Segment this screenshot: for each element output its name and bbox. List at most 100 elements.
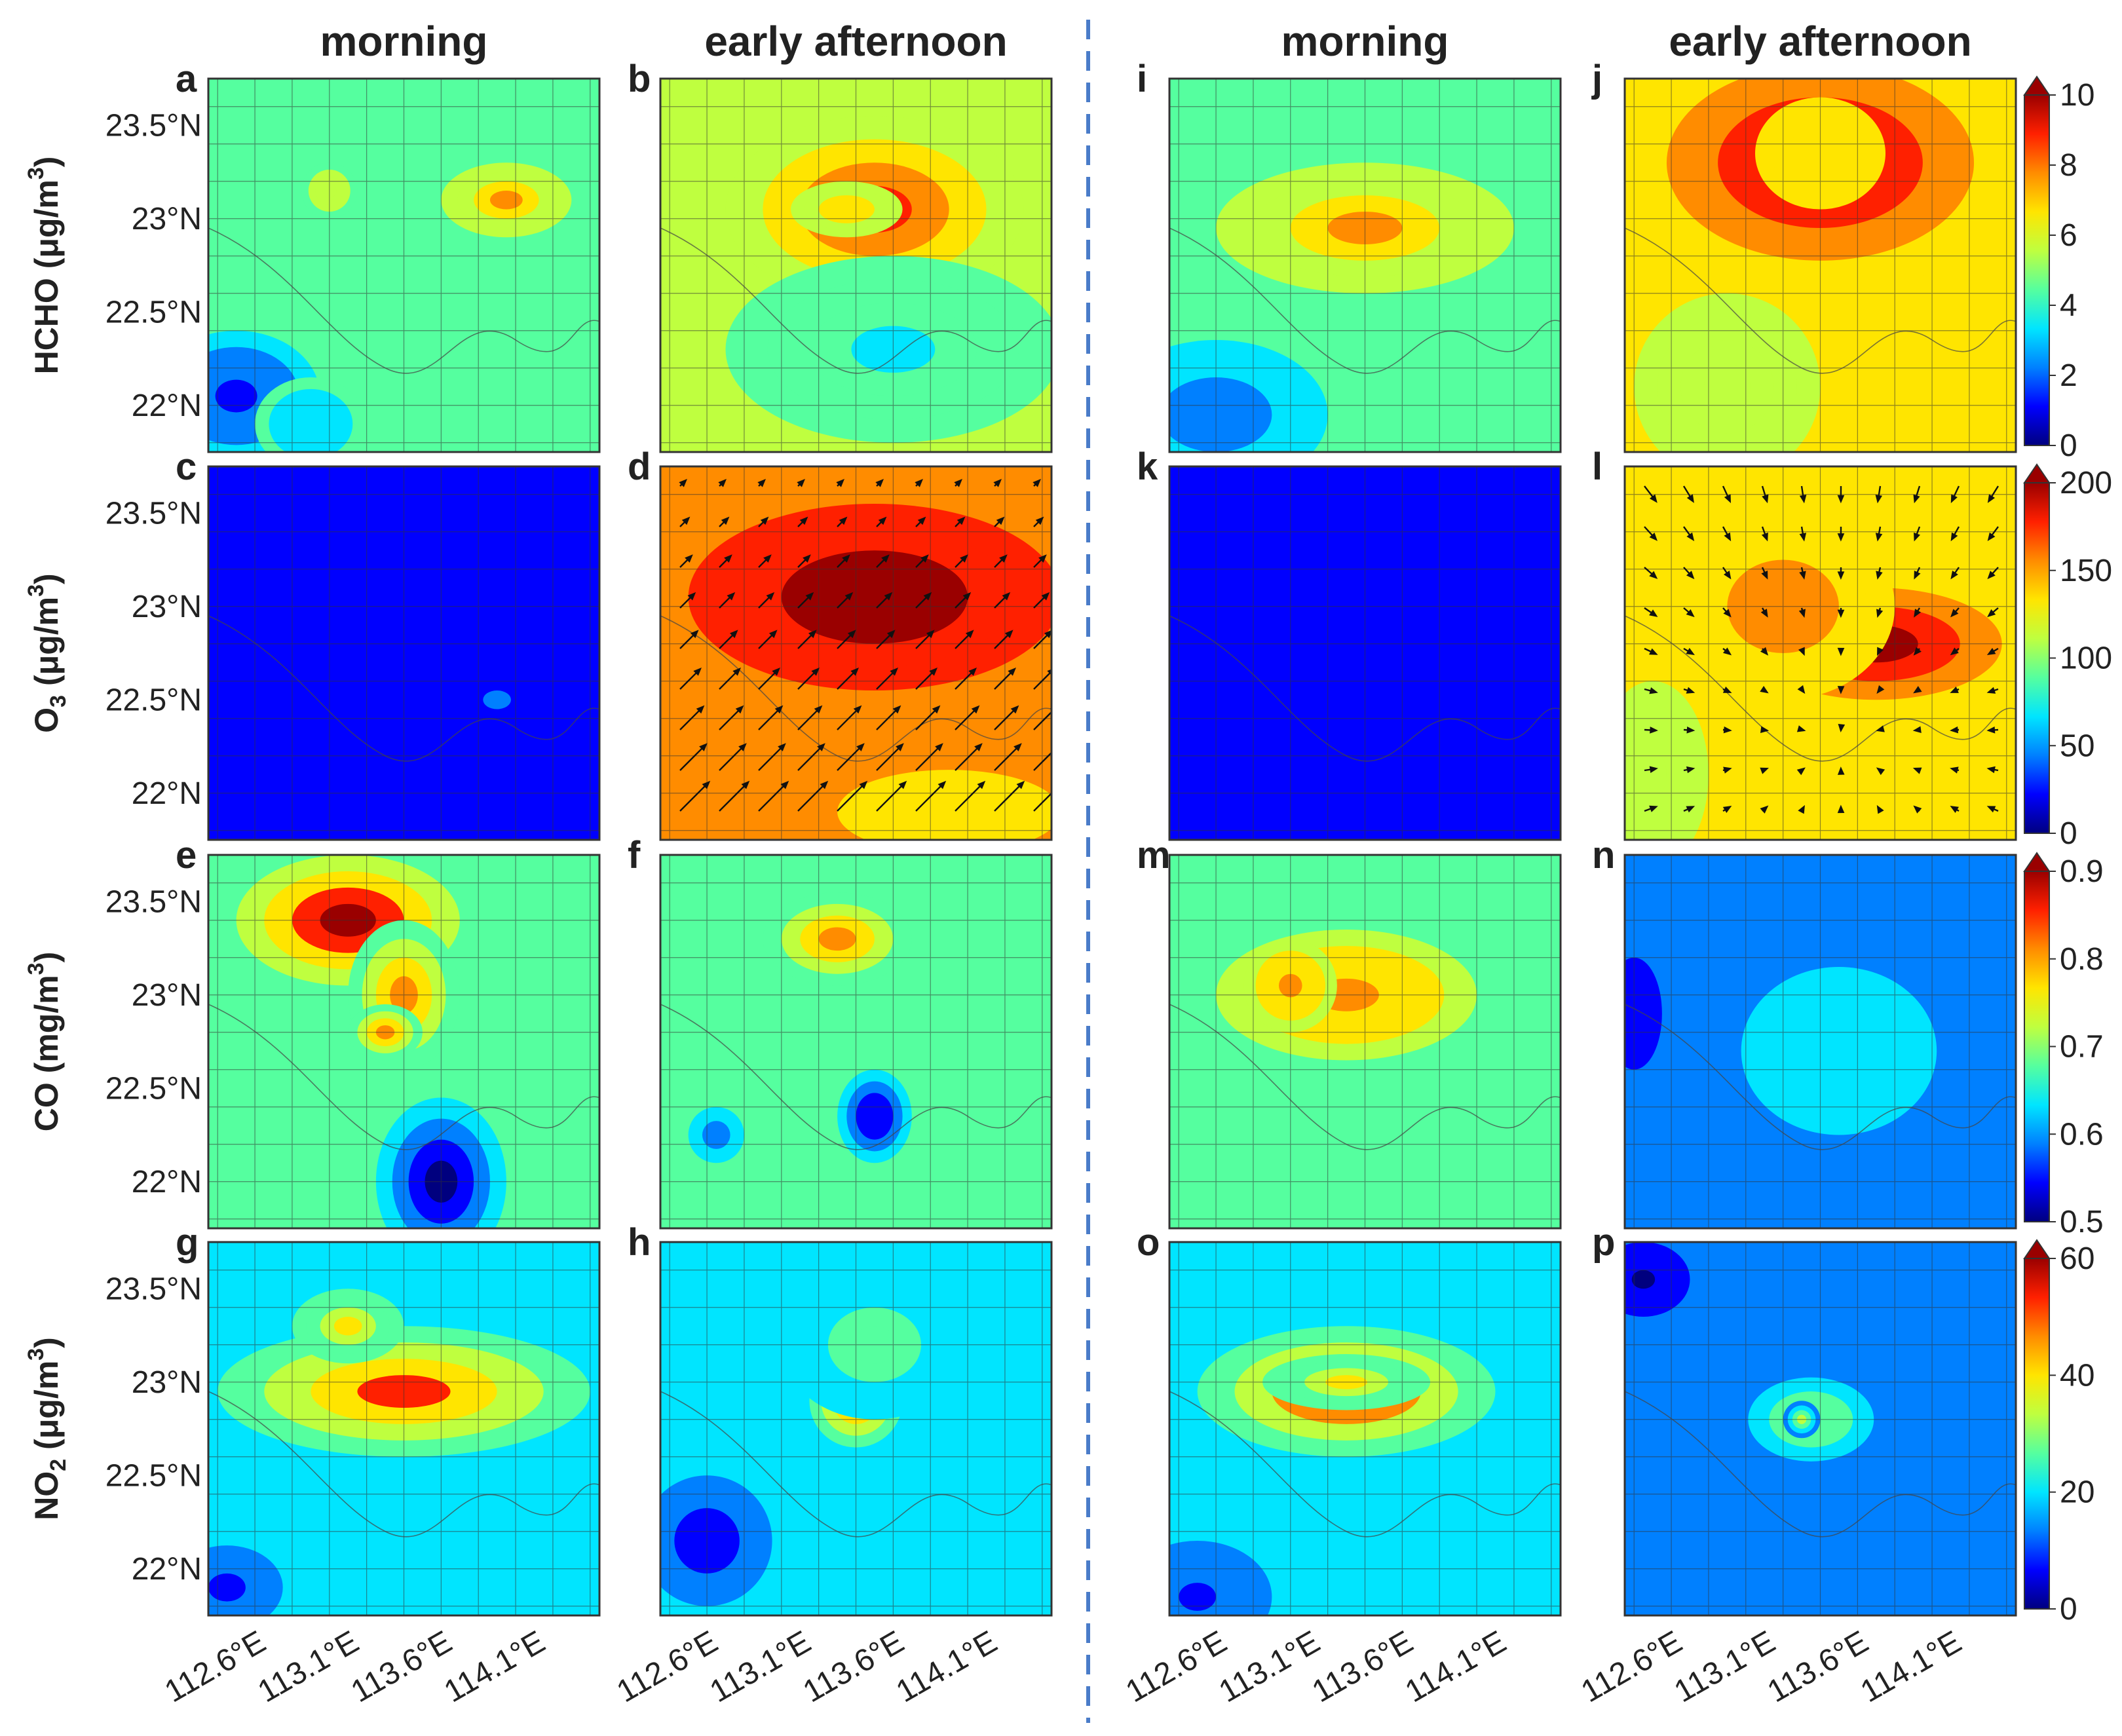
coastline <box>660 1391 1052 1538</box>
panel-a: a <box>176 58 601 453</box>
panel-i: i <box>1137 58 1562 453</box>
contour-2-level-4 <box>911 797 987 826</box>
panel-p: p <box>1592 1221 2017 1617</box>
colorbar-tick-label: 0 <box>2060 428 2077 463</box>
lon-tick-label: 112.6°E <box>611 1625 724 1710</box>
lat-tick-label: 22°N <box>132 1552 202 1587</box>
lat-tick-label: 22.5°N <box>105 1071 202 1106</box>
lat-tick-label: 23.5°N <box>105 884 202 919</box>
colorbar-tick-label: 100 <box>2060 641 2112 676</box>
lon-tick-label: 113.6°E <box>797 1625 910 1710</box>
lat-tick-label: 23°N <box>132 202 202 236</box>
contour-4-level-4 <box>297 412 325 436</box>
colorbar-extend-arrow <box>2023 852 2051 872</box>
coastline <box>1169 1004 1561 1150</box>
contour-3-level-4 <box>1631 1270 1656 1289</box>
colorbar-tick-label: 50 <box>2060 728 2094 763</box>
lat-tick-label: 22°N <box>132 1165 202 1199</box>
panel-frame <box>1168 854 1562 1230</box>
coastline <box>1169 227 1561 374</box>
panel-m: m <box>1137 834 1562 1230</box>
colorbar-scale <box>2024 94 2050 446</box>
column-title-4: early afternoon <box>1669 18 1971 65</box>
grid-lines <box>1169 1242 1561 1615</box>
panel-letter: l <box>1592 445 1602 488</box>
coastline <box>1169 1391 1561 1538</box>
contour-1-level-4 <box>489 191 523 210</box>
lon-tick-label: 113.1°E <box>1669 1625 1781 1710</box>
coastline <box>660 227 1052 374</box>
contour-1-level-4 <box>1806 1023 1872 1079</box>
coastline <box>208 1391 599 1538</box>
colorbar-scale <box>2024 1258 2050 1610</box>
grid-lines <box>1169 855 1561 1228</box>
panel-frame <box>659 465 1053 841</box>
panel-frame <box>1623 1241 2017 1617</box>
coastline <box>660 1004 1052 1150</box>
coastline <box>1625 1391 2016 1538</box>
grid-lines <box>1625 855 2016 1228</box>
colorbar-tick-label: 6 <box>2060 218 2077 253</box>
colorbar-tick-label: 2 <box>2060 358 2077 393</box>
lon-tick-label: 113.1°E <box>252 1625 365 1710</box>
panel-j: j <box>1591 58 2017 453</box>
lon-tick-label: 112.6°E <box>159 1625 272 1710</box>
lat-tick-label: 23°N <box>132 978 202 1013</box>
lon-tick-label: 112.6°E <box>1576 1625 1688 1710</box>
contour-3-level-4 <box>709 1127 723 1142</box>
coastline <box>208 615 599 762</box>
lat-tick-label: 23°N <box>132 590 202 624</box>
coastline <box>1169 615 1561 762</box>
colorbar-tick-label: 150 <box>2060 554 2112 588</box>
panel-g: g <box>176 1221 601 1617</box>
panel-frame <box>207 465 601 841</box>
grid-lines <box>1625 1242 2016 1615</box>
lon-tick-label: 114.1°E <box>890 1625 1003 1710</box>
panel-letter: j <box>1591 58 1602 100</box>
panel-h: h <box>628 1221 1053 1617</box>
grid-lines <box>1625 79 2016 452</box>
panel-l: l <box>1592 445 2017 841</box>
lon-tick-label: 113.6°E <box>1306 1625 1419 1710</box>
grid-lines <box>208 1242 599 1615</box>
coastline <box>1625 1004 2016 1150</box>
wind-vectors <box>1644 485 1999 814</box>
panel-n: n <box>1592 834 2017 1230</box>
lat-tick-label: 23.5°N <box>105 496 202 531</box>
lat-tick-label: 22°N <box>132 776 202 811</box>
grid-lines <box>660 1242 1052 1615</box>
contour-2-level-4 <box>333 1317 362 1336</box>
grid-lines <box>208 855 599 1228</box>
panel-e: e <box>176 834 601 1230</box>
panel-frame <box>1623 77 2017 453</box>
panel-letter: k <box>1137 445 1158 488</box>
colorbar-hcho: 10 8 6 4 2 0 <box>2023 75 2094 463</box>
panel-letter: b <box>628 58 651 100</box>
panel-frame <box>1168 1241 1562 1617</box>
grid-lines <box>660 466 1052 840</box>
lat-tick-label: 23.5°N <box>105 108 202 143</box>
row-label-o3: O3 (μg/m3) <box>24 573 71 732</box>
grid-lines <box>208 466 599 840</box>
colorbar-o3: 200 150 100 50 0 <box>2023 463 2112 851</box>
colorbar-tick-label: 10 <box>2060 78 2094 113</box>
colorbar-co: 0.9 0.8 0.7 0.6 0.5 <box>2023 852 2104 1239</box>
contour-1-level-4 <box>483 690 511 709</box>
colorbar-tick-label: 0 <box>2060 816 2077 851</box>
colorbar-scale <box>2024 482 2050 834</box>
panel-frame <box>207 854 601 1230</box>
grid-lines <box>660 855 1052 1228</box>
colorbar-extend-arrow <box>2023 1239 2051 1259</box>
panel-letter: p <box>1592 1221 1615 1264</box>
lon-tick-label: 113.6°E <box>345 1625 458 1710</box>
colorbar-tick-label: 0 <box>2060 1592 2077 1627</box>
coastline <box>208 227 599 374</box>
contour-2-level-4 <box>832 202 861 217</box>
coastline <box>1625 227 2016 374</box>
grid-lines <box>660 79 1052 452</box>
colorbar-tick-label: 200 <box>2060 466 2112 500</box>
panel-frame <box>659 1241 1053 1617</box>
panel-f: f <box>628 834 1053 1230</box>
panel-letter: e <box>176 834 197 877</box>
panel-letter: d <box>628 445 651 488</box>
